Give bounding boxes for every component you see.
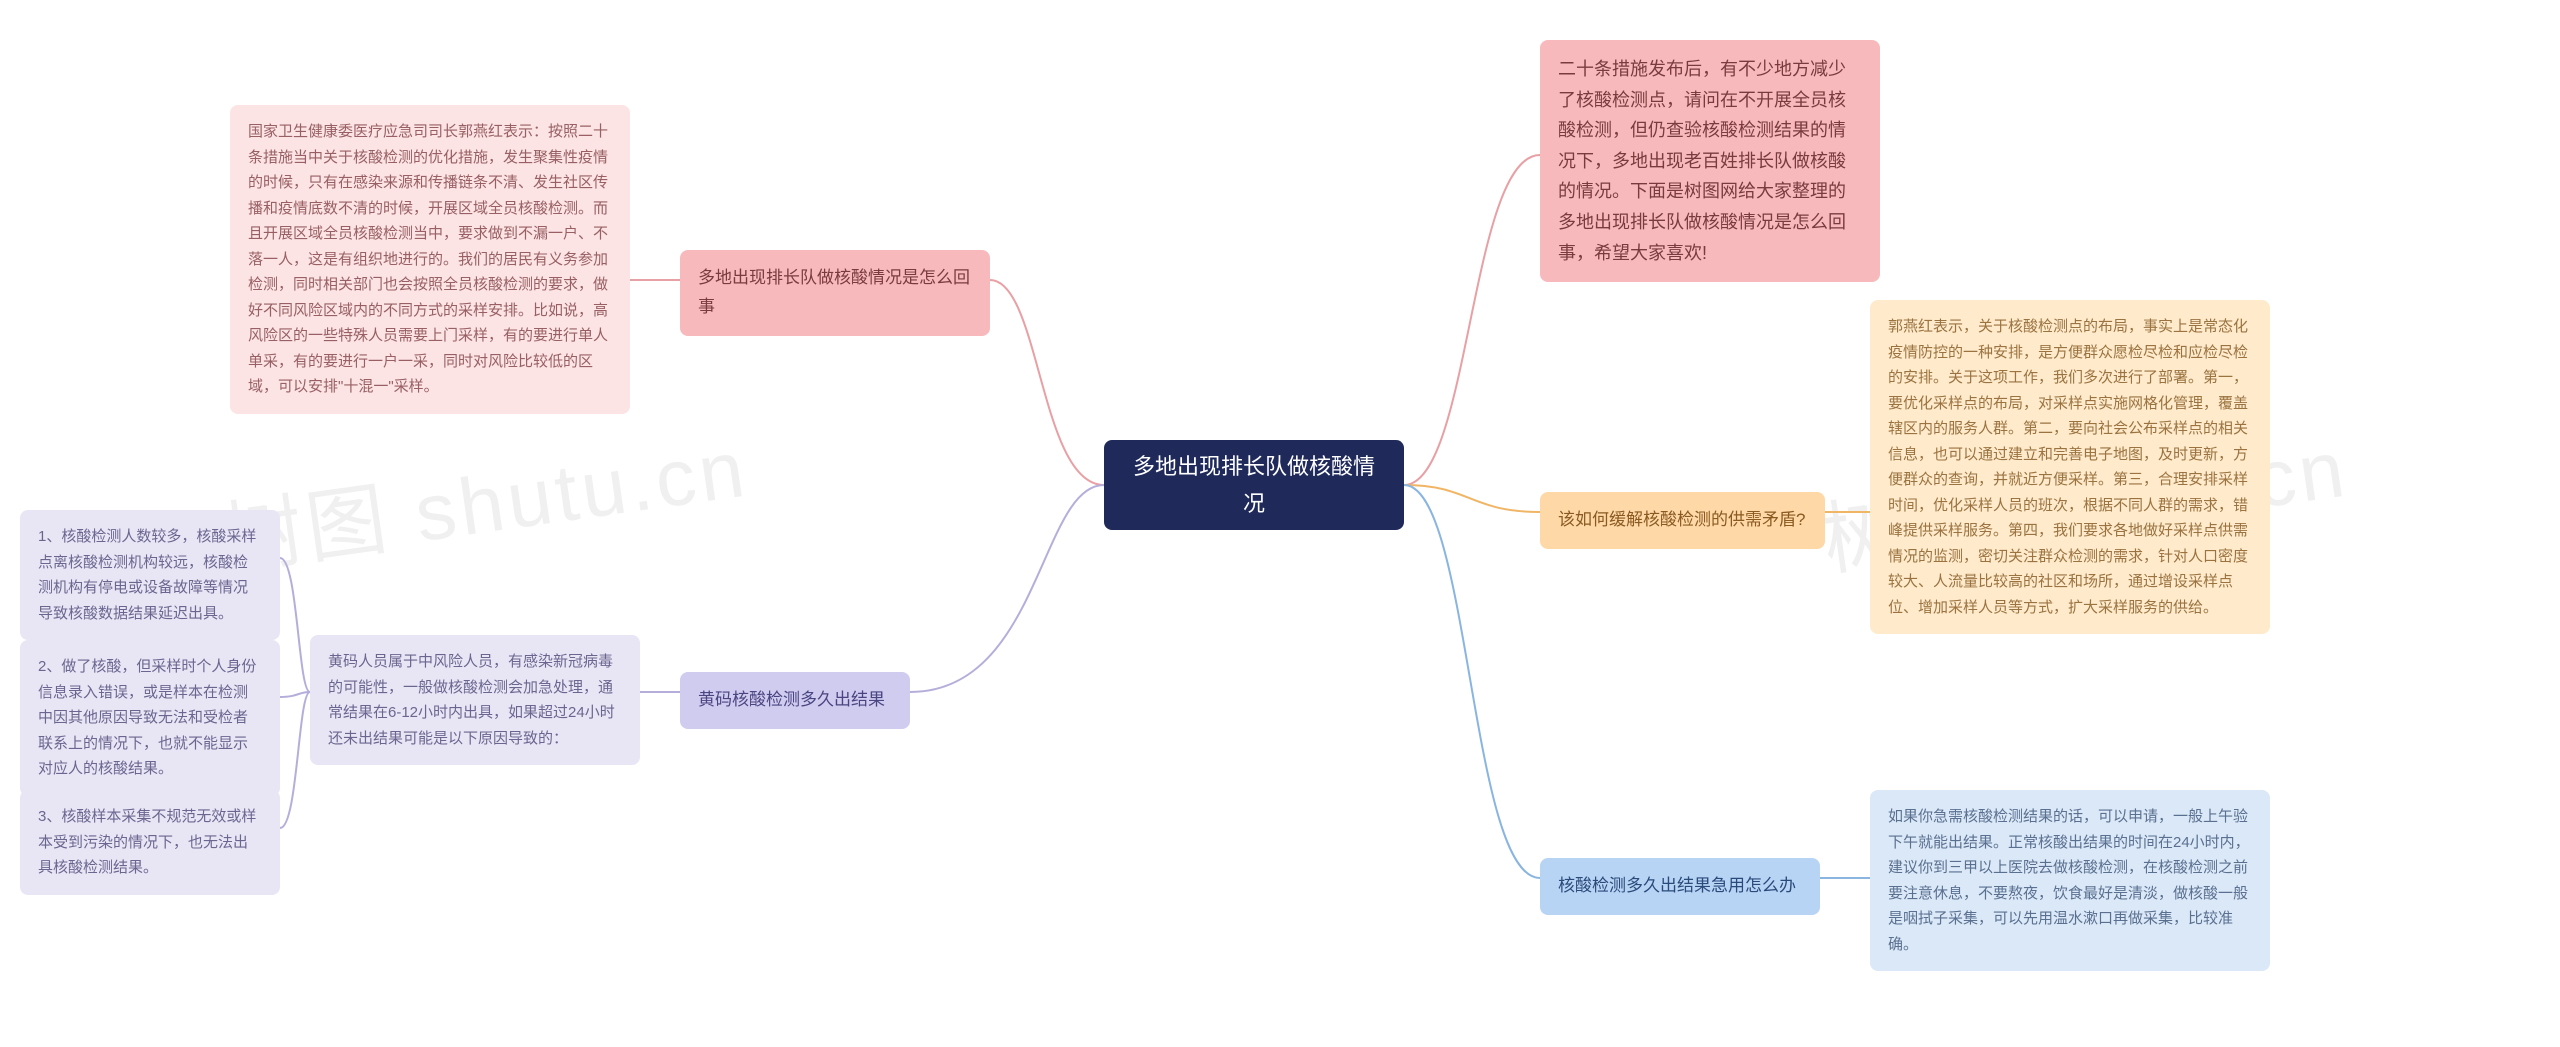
leaf-l2-0-text: 1、核酸检测人数较多，核酸采样点离核酸检测机构较远，核酸检测机构有停电或设备故障…: [38, 528, 256, 622]
leaf-l2-2[interactable]: 3、核酸样本采集不规范无效或样本受到污染的情况下，也无法出具核酸检测结果。: [20, 790, 280, 895]
branch-right-2[interactable]: 该如何缓解核酸检测的供需矛盾?: [1540, 492, 1825, 549]
branch-right-1[interactable]: 二十条措施发布后，有不少地方减少了核酸检测点，请问在不开展全员核酸检测，但仍查验…: [1540, 40, 1880, 282]
branch-right-3-label: 核酸检测多久出结果急用怎么办: [1558, 876, 1796, 895]
branch-left-2-label: 黄码核酸检测多久出结果: [698, 690, 885, 709]
intermediate-l2[interactable]: 黄码人员属于中风险人员，有感染新冠病毒的可能性，一般做核酸检测会加急处理，通常结…: [310, 635, 640, 765]
leaf-r3-0-text: 如果你急需核酸检测结果的话，可以申请，一般上午验下午就能出结果。正常核酸出结果的…: [1888, 808, 2250, 953]
watermark-left: 树图 shutu.cn: [215, 404, 755, 592]
leaf-r2-0[interactable]: 郭燕红表示，关于核酸检测点的布局，事实上是常态化疫情防控的一种安排，是方便群众愿…: [1870, 300, 2270, 634]
leaf-l2-1[interactable]: 2、做了核酸，但采样时个人身份信息录入错误，或是样本在检测中因其他原因导致无法和…: [20, 640, 280, 796]
branch-right-2-label: 该如何缓解核酸检测的供需矛盾?: [1558, 510, 1805, 529]
intermediate-l2-text: 黄码人员属于中风险人员，有感染新冠病毒的可能性，一般做核酸检测会加急处理，通常结…: [328, 653, 615, 747]
leaf-l2-0[interactable]: 1、核酸检测人数较多，核酸采样点离核酸检测机构较远，核酸检测机构有停电或设备故障…: [20, 510, 280, 640]
branch-left-1-label: 多地出现排长队做核酸情况是怎么回事: [698, 268, 970, 316]
leaf-l1-0[interactable]: 国家卫生健康委医疗应急司司长郭燕红表示：按照二十条措施当中关于核酸检测的优化措施…: [230, 105, 630, 414]
branch-left-1[interactable]: 多地出现排长队做核酸情况是怎么回事: [680, 250, 990, 336]
center-topic-text: 多地出现排长队做核酸情 况: [1122, 448, 1386, 523]
center-topic[interactable]: 多地出现排长队做核酸情 况: [1104, 440, 1404, 530]
branch-left-2[interactable]: 黄码核酸检测多久出结果: [680, 672, 910, 729]
branch-right-3[interactable]: 核酸检测多久出结果急用怎么办: [1540, 858, 1820, 915]
leaf-l1-0-text: 国家卫生健康委医疗应急司司长郭燕红表示：按照二十条措施当中关于核酸检测的优化措施…: [248, 123, 608, 395]
leaf-l2-1-text: 2、做了核酸，但采样时个人身份信息录入错误，或是样本在检测中因其他原因导致无法和…: [38, 658, 256, 777]
branch-right-1-label: 二十条措施发布后，有不少地方减少了核酸检测点，请问在不开展全员核酸检测，但仍查验…: [1558, 59, 1846, 263]
leaf-r2-0-text: 郭燕红表示，关于核酸检测点的布局，事实上是常态化疫情防控的一种安排，是方便群众愿…: [1888, 318, 2248, 616]
leaf-r3-0[interactable]: 如果你急需核酸检测结果的话，可以申请，一般上午验下午就能出结果。正常核酸出结果的…: [1870, 790, 2270, 971]
leaf-l2-2-text: 3、核酸样本采集不规范无效或样本受到污染的情况下，也无法出具核酸检测结果。: [38, 808, 256, 876]
